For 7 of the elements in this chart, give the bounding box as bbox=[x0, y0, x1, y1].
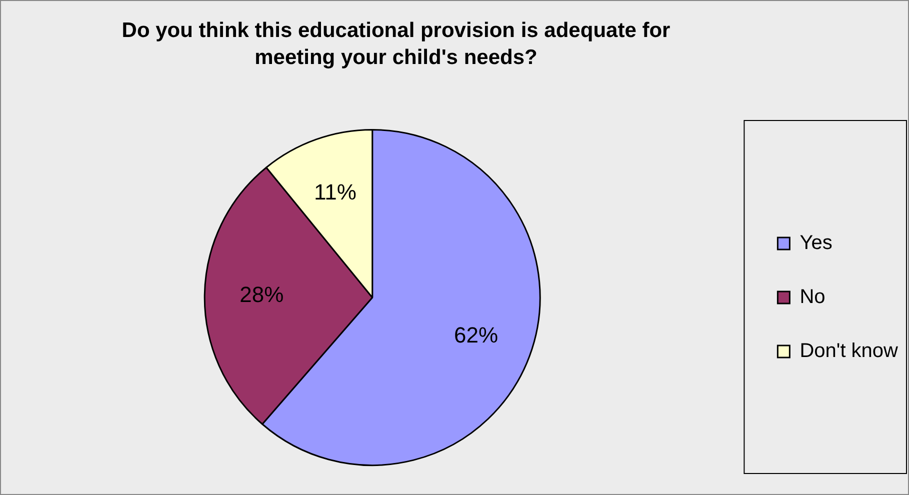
legend-label: Don't know bbox=[800, 340, 899, 362]
legend-label: Yes bbox=[800, 232, 832, 254]
data-label: 11% bbox=[314, 179, 356, 204]
legend-label: No bbox=[800, 286, 826, 308]
data-label: 62% bbox=[454, 322, 498, 348]
data-label: 28% bbox=[240, 282, 284, 307]
chart-title: Do you think this educational provision is adequate for meeting your child's needs? bbox=[120, 18, 672, 71]
